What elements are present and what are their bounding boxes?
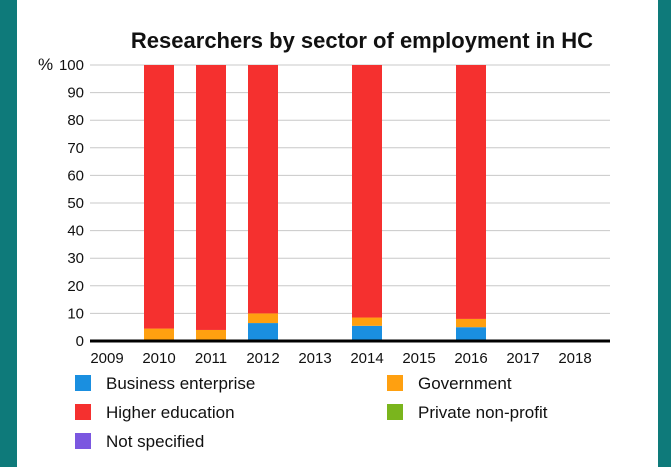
x-tick-label: 2010 — [142, 350, 175, 367]
bar-segment — [456, 65, 486, 319]
gridlines — [90, 64, 610, 314]
x-tick-label: 2011 — [195, 350, 227, 367]
legend-swatch — [387, 404, 403, 420]
y-tick-label: 70 — [67, 140, 84, 157]
chart-title: Researchers by sector of employment in H… — [131, 28, 593, 53]
x-tick-label: 2009 — [90, 350, 123, 367]
x-tick-label: 2018 — [558, 350, 591, 367]
x-tick-label: 2014 — [350, 350, 383, 367]
bar-segment — [144, 65, 174, 329]
bar-segment — [352, 317, 382, 326]
legend-label: Not specified — [106, 432, 204, 451]
legend-swatch — [387, 375, 403, 391]
x-tick-label: 2013 — [298, 350, 331, 367]
bar-segment — [248, 323, 278, 341]
legend-label: Government — [418, 374, 512, 393]
bar-segment — [352, 65, 382, 318]
bar-segment — [196, 329, 226, 341]
x-tick-label: 2015 — [402, 350, 435, 367]
x-tick-label: 2016 — [454, 350, 487, 367]
legend-label: Higher education — [106, 403, 235, 422]
x-tick-label: 2012 — [246, 350, 279, 367]
y-tick-label: 20 — [67, 278, 84, 295]
legend: Business enterprise Government Higher educ… — [75, 374, 548, 451]
bar-segment — [248, 65, 278, 314]
bar-segment — [196, 65, 226, 330]
bar-segment — [144, 328, 174, 341]
y-tick-label: 60 — [67, 167, 84, 184]
legend-swatch — [75, 375, 91, 391]
y-tick-label: 30 — [67, 250, 84, 267]
y-tick-label: 80 — [67, 112, 84, 129]
x-tick-label: 2017 — [506, 350, 539, 367]
legend-swatch — [75, 404, 91, 420]
y-axis-unit-label: % — [38, 55, 53, 74]
x-tick-labels: 2009 2010 2011 2012 2013 2014 2015 2016 2017 2018 — [90, 350, 591, 367]
bar-segment — [456, 327, 486, 341]
legend-label: Business enterprise — [106, 374, 255, 393]
y-tick-labels: 0 10 20 30 40 50 60 70 80 90 100 — [59, 57, 84, 350]
legend-swatch — [75, 433, 91, 449]
legend-label: Private non-profit — [418, 403, 548, 422]
y-tick-label: 100 — [59, 57, 84, 74]
bar-segment — [248, 313, 278, 324]
bar-segment — [456, 318, 486, 328]
y-tick-label: 10 — [67, 305, 84, 322]
bar-segment — [352, 325, 382, 341]
y-tick-label: 50 — [67, 195, 84, 212]
bars — [144, 65, 486, 341]
right-accent-border — [658, 0, 671, 467]
y-tick-label: 40 — [67, 223, 84, 240]
y-tick-label: 0 — [76, 333, 84, 350]
left-accent-border — [0, 0, 17, 467]
y-tick-label: 90 — [67, 85, 84, 102]
